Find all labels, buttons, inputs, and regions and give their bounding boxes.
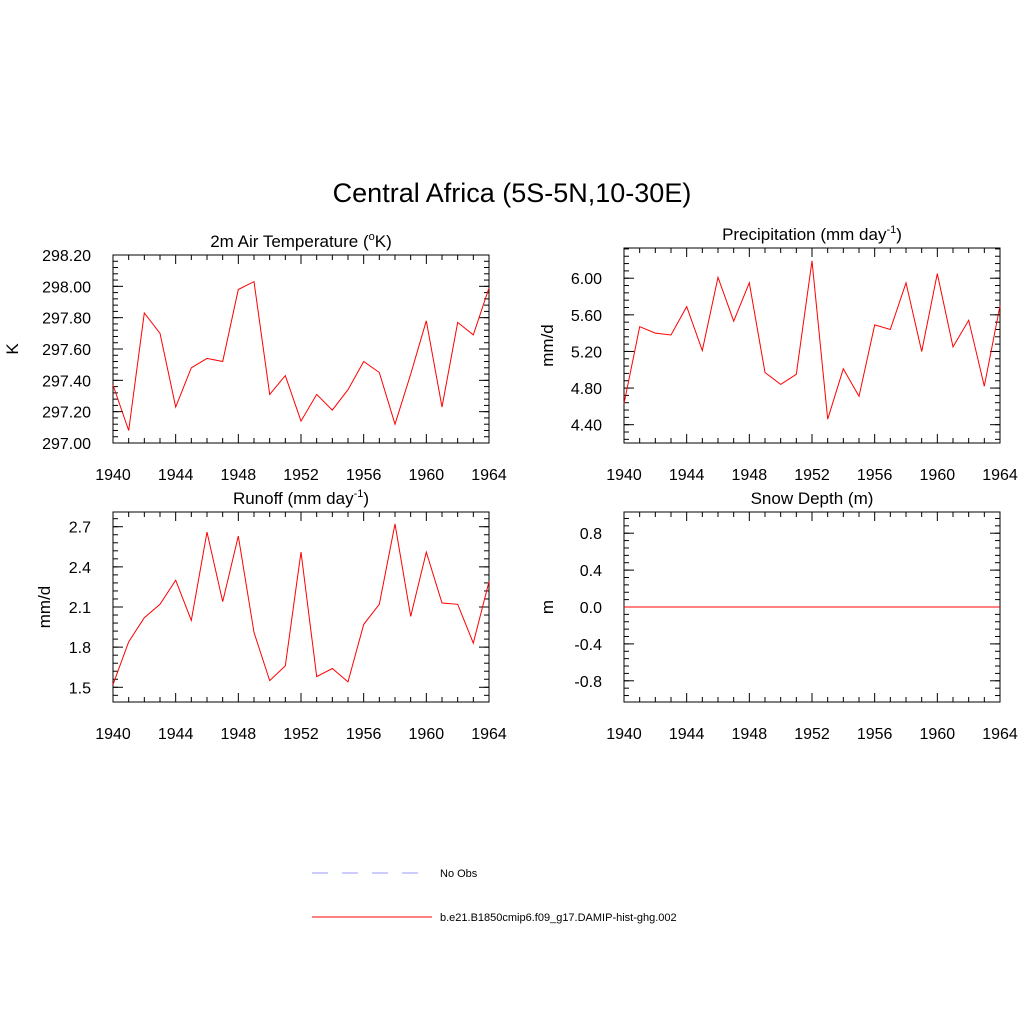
x-tick-label: 1956 (346, 726, 382, 743)
x-tick-label: 1940 (606, 726, 642, 743)
y-tick-label: 6.00 (571, 271, 602, 288)
y-tick-label: 297.00 (42, 436, 91, 453)
y-axis-label: K (3, 343, 22, 355)
x-tick-label: 1960 (409, 726, 445, 743)
y-tick-label: 0.4 (580, 563, 602, 580)
x-tick-label: 1960 (409, 467, 445, 484)
y-tick-label: 2.4 (69, 560, 91, 577)
x-tick-label: 1964 (982, 467, 1018, 484)
y-tick-label: -0.4 (574, 637, 602, 654)
x-tick-label: 1940 (95, 467, 131, 484)
x-tick-label: 1964 (982, 726, 1018, 743)
y-tick-label: 4.80 (571, 381, 602, 398)
x-tick-label: 1940 (95, 726, 131, 743)
panel-2: Precipitation (mm day-1) mm/d 1940 1944 1948… (538, 224, 1018, 484)
x-tick-label: 1952 (794, 726, 830, 743)
x-tick-label: 1940 (606, 467, 642, 484)
panel-1: 2m Air Temperature (oK) K 1940 1944 1948 1952… (3, 231, 507, 484)
y-axis-label: mm/d (538, 324, 557, 367)
x-tick-label: 1944 (669, 726, 705, 743)
x-tick-label: 1948 (732, 467, 768, 484)
y-tick-label: 1.5 (69, 680, 91, 697)
y-tick-label: 298.20 (42, 248, 91, 265)
panel-title: Snow Depth (m) (751, 489, 874, 508)
x-tick-label: 1952 (283, 726, 319, 743)
x-tick-label: 1944 (158, 467, 194, 484)
y-tick-label: 1.8 (69, 640, 91, 657)
legend: No Obs b.e21.B1850cmip6.f09_g17.DAMIP-hi… (312, 868, 677, 924)
x-tick-label: 1964 (471, 467, 507, 484)
plot-frame (623, 247, 1001, 444)
panel-title: Precipitation (mm day-1) (722, 224, 902, 244)
y-axis-label: m (538, 600, 557, 614)
x-tick-label: 1948 (732, 726, 768, 743)
x-tick-label: 1948 (221, 726, 257, 743)
panel-title: 2m Air Temperature (oK) (210, 231, 392, 251)
y-tick-label: -0.8 (574, 674, 602, 691)
x-tick-label: 1960 (920, 726, 956, 743)
legend-label-no-obs: No Obs (440, 868, 478, 880)
y-axis-label: mm/d (35, 586, 54, 629)
y-tick-label: 2.7 (69, 520, 91, 537)
x-tick-label: 1960 (920, 467, 956, 484)
y-tick-label: 0.0 (580, 600, 602, 617)
y-tick-label: 298.00 (42, 279, 91, 296)
y-tick-label: 5.20 (571, 344, 602, 361)
y-tick-label: 297.60 (42, 342, 91, 359)
x-tick-label: 1952 (794, 467, 830, 484)
plot-frame (112, 511, 490, 703)
x-tick-label: 1964 (471, 726, 507, 743)
y-tick-label: 297.40 (42, 373, 91, 390)
series-line (112, 280, 490, 431)
y-tick-label: 297.20 (42, 405, 91, 422)
x-tick-label: 1956 (857, 467, 893, 484)
panel-4: Snow Depth (m) m 1940 1944 1948 1952 1956 1960 1… (538, 489, 1018, 743)
series-line (112, 523, 490, 685)
panel-3: Runoff (mm day-1) mm/d 1940 1944 1948 1952 195… (35, 488, 507, 743)
y-tick-label: 4.40 (571, 418, 602, 435)
series-line (623, 260, 1001, 420)
panel-title: Runoff (mm day-1) (233, 488, 369, 508)
y-tick-label: 297.80 (42, 311, 91, 328)
x-tick-label: 1956 (346, 467, 382, 484)
y-tick-label: 2.1 (69, 600, 91, 617)
x-tick-label: 1944 (669, 467, 705, 484)
x-tick-label: 1944 (158, 726, 194, 743)
x-tick-label: 1948 (221, 467, 257, 484)
x-tick-label: 1956 (857, 726, 893, 743)
y-tick-label: 0.8 (580, 526, 602, 543)
plot-frame (112, 254, 490, 444)
main-title: Central Africa (5S-5N,10-30E) (333, 178, 692, 208)
x-tick-label: 1952 (283, 467, 319, 484)
y-tick-label: 5.60 (571, 308, 602, 325)
panel-group: 2m Air Temperature (oK) K 1940 1944 1948 1952… (3, 224, 1018, 743)
legend-label-model: b.e21.B1850cmip6.f09_g17.DAMIP-hist-ghg.… (440, 912, 677, 924)
